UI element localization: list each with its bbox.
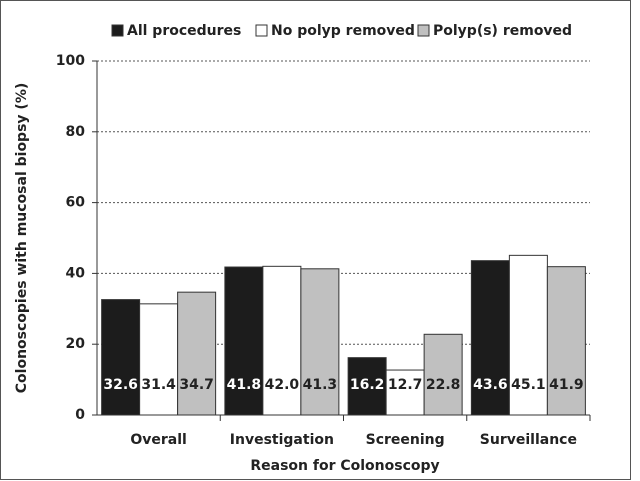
bar	[101, 299, 141, 416]
x-tick-label: Surveillance	[480, 432, 577, 448]
x-tick-label: Investigation	[230, 432, 334, 448]
data-label: 32.6	[103, 377, 138, 393]
y-tick-label: 100	[56, 53, 85, 69]
y-tick-label: 60	[66, 195, 86, 211]
bar	[300, 268, 340, 416]
data-label: 43.6	[473, 377, 508, 393]
data-label: 42.0	[265, 377, 300, 393]
bar	[385, 369, 425, 416]
data-label: 41.3	[303, 377, 338, 393]
data-label: 41.9	[549, 377, 584, 393]
bar	[546, 266, 586, 416]
legend-swatch	[255, 24, 268, 37]
bar	[347, 357, 387, 416]
data-label: 41.8	[227, 377, 262, 393]
y-tick-label: 0	[75, 407, 85, 423]
data-label: 45.1	[511, 377, 546, 393]
bar	[139, 303, 179, 416]
bar	[423, 333, 463, 416]
legend-swatch	[111, 24, 124, 37]
data-label: 16.2	[350, 377, 385, 393]
bar	[224, 266, 264, 416]
data-label: 31.4	[141, 377, 176, 393]
data-label: 22.8	[426, 377, 461, 393]
data-label: 34.7	[179, 377, 214, 393]
legend-swatch	[417, 24, 430, 37]
x-tick-label: Screening	[366, 432, 445, 448]
data-label: 12.7	[388, 377, 423, 393]
legend-label: All procedures	[127, 23, 241, 39]
y-axis-title: Colonoscopies with mucosal biopsy (%)	[14, 83, 30, 393]
bar	[470, 260, 510, 416]
legend-label: Polyp(s) removed	[433, 23, 572, 39]
bar	[508, 254, 548, 416]
bar	[262, 265, 302, 416]
x-axis-title: Reason for Colonoscopy	[250, 458, 439, 474]
y-tick-label: 40	[66, 265, 86, 281]
y-tick-label: 80	[66, 124, 86, 140]
bar	[177, 291, 217, 416]
x-tick-label: Overall	[130, 432, 186, 448]
y-tick-label: 20	[66, 336, 86, 352]
legend-label: No polyp removed	[271, 23, 415, 39]
